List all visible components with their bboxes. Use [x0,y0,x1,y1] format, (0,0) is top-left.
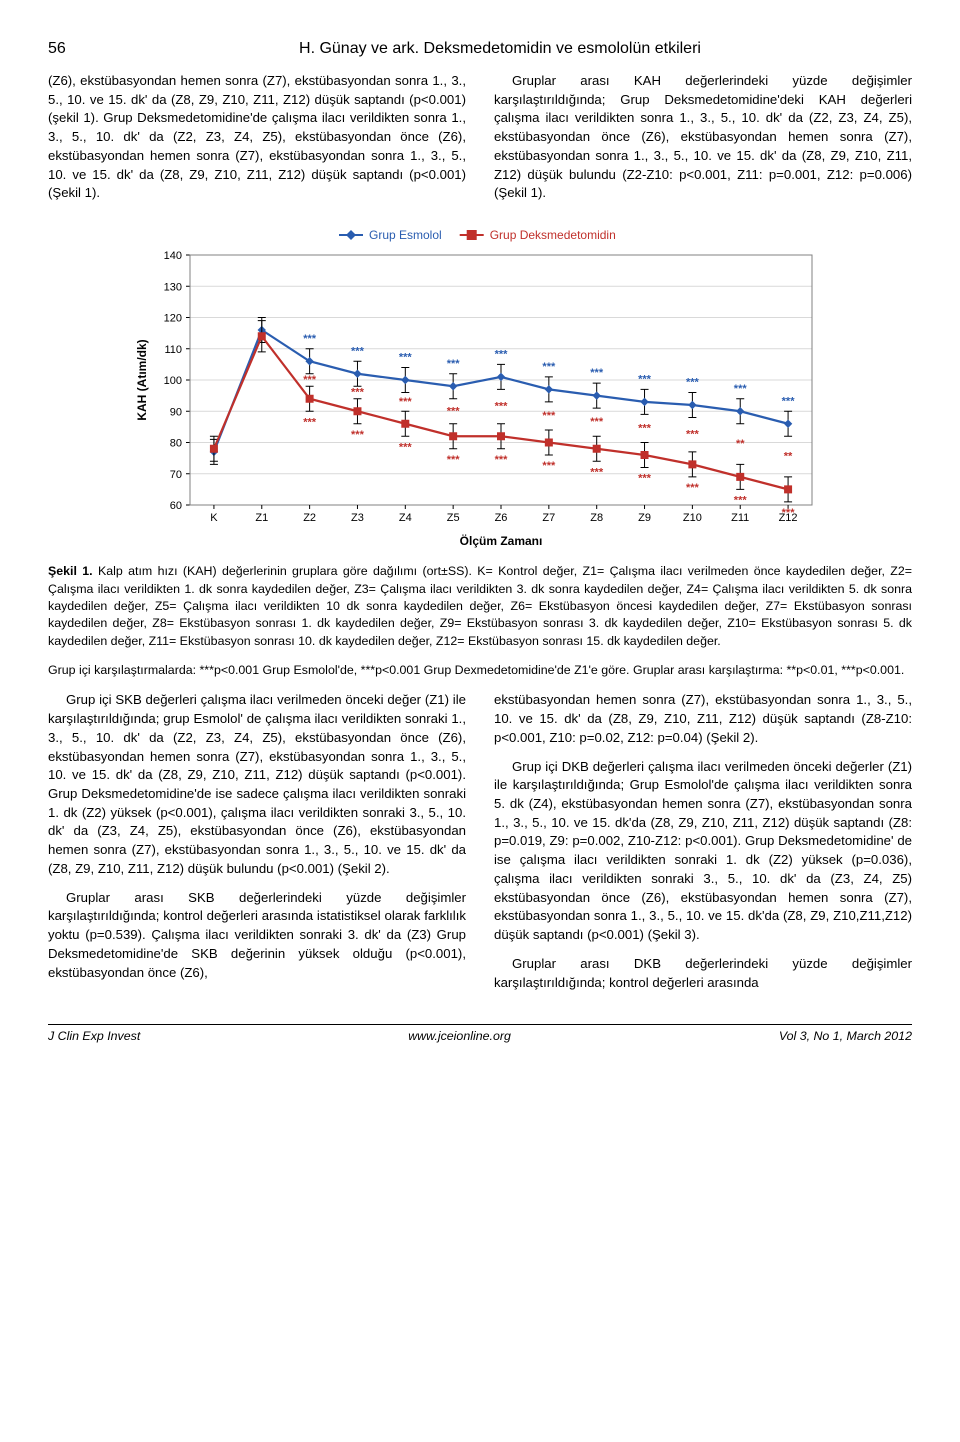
para-left-top: (Z6), ekstübasyondan hemen sonra (Z7), e… [48,72,466,203]
figure-1-caption-2: Grup içi karşılaştırmalarda: ***p<0.001 … [48,662,912,679]
svg-text:***: *** [351,387,365,399]
footer-left: J Clin Exp Invest [48,1029,140,1043]
svg-text:***: *** [351,345,365,357]
page-number: 56 [48,40,88,58]
svg-text:Ölçüm Zamanı: Ölçüm Zamanı [460,533,543,548]
para-right-b1: ekstübasyondan hemen sonra (Z7), ekstüba… [494,691,912,747]
figure-1-caption: Şekil 1. Kalp atım hızı (KAH) değerlerin… [48,563,912,650]
caption-body: Kalp atım hızı (KAH) değerlerinin grupla… [48,564,912,647]
svg-text:Z3: Z3 [351,512,364,524]
svg-text:Z6: Z6 [495,512,508,524]
svg-text:Z5: Z5 [447,512,460,524]
svg-text:60: 60 [170,500,182,512]
svg-text:***: *** [686,482,700,494]
svg-text:***: *** [447,454,461,466]
svg-text:Z9: Z9 [638,512,651,524]
svg-text:70: 70 [170,469,182,481]
svg-text:***: *** [590,466,604,478]
svg-text:***: *** [638,374,652,386]
svg-text:**: ** [784,451,793,463]
svg-text:***: *** [542,460,556,472]
svg-text:Z11: Z11 [731,512,749,524]
svg-text:***: *** [399,441,413,453]
svg-text:***: *** [542,361,556,373]
svg-text:Z10: Z10 [683,512,702,524]
svg-text:Z1: Z1 [255,512,268,524]
svg-text:***: *** [399,396,413,408]
top-columns: (Z6), ekstübasyondan hemen sonra (Z7), e… [48,72,912,213]
svg-text:***: *** [542,410,556,422]
svg-text:***: *** [447,358,461,370]
para-left-b2: Gruplar arası SKB değerlerindeki yüzde d… [48,889,466,983]
svg-text:Grup Deksmedetomidin: Grup Deksmedetomidin [490,228,616,242]
figure-1-chart: 60 70 80 90 100 110 120 130 140 K Z1 Z2 Z3 Z4 Z5 Z6 Z7 Z8… [48,221,912,551]
caption-label: Şekil 1. [48,564,93,578]
footer-right: Vol 3, No 1, March 2012 [779,1029,912,1043]
para-right-b2: Grup içi DKB değerleri çalışma ilacı ver… [494,758,912,945]
svg-text:***: *** [447,405,461,417]
svg-text:***: *** [782,395,796,407]
svg-text:***: *** [638,423,652,435]
svg-text:***: *** [495,454,509,466]
svg-text:***: *** [303,416,317,428]
para-left-b1: Grup içi SKB değerleri çalışma ilacı ver… [48,691,466,878]
svg-text:K: K [210,512,218,524]
svg-text:Grup Esmolol: Grup Esmolol [369,228,442,242]
svg-text:Z8: Z8 [590,512,603,524]
svg-text:***: *** [590,367,604,379]
svg-text:***: *** [734,383,748,395]
bottom-columns: Grup içi SKB değerleri çalışma ilacı ver… [48,691,912,1002]
svg-text:***: *** [686,429,700,441]
para-right-top: Gruplar arası KAH değerlerindeki yüzde d… [494,72,912,203]
footer-center: www.jceionline.org [408,1029,511,1043]
svg-text:***: *** [495,401,509,413]
svg-text:***: *** [495,349,509,361]
svg-text:KAH (Atım/dk): KAH (Atım/dk) [135,339,149,420]
svg-text:90: 90 [170,406,182,418]
running-head: H. Günay ve ark. Deksmedetomidin ve esmo… [88,40,912,58]
svg-text:***: *** [351,429,365,441]
svg-text:***: *** [590,416,604,428]
svg-text:***: *** [303,333,317,345]
svg-text:80: 80 [170,438,182,450]
svg-text:100: 100 [164,375,182,387]
svg-text:Z2: Z2 [303,512,316,524]
svg-text:***: *** [734,495,748,507]
para-right-b3: Gruplar arası DKB değerlerindeki yüzde d… [494,955,912,992]
svg-text:**: ** [736,438,745,450]
page-footer: J Clin Exp Invest www.jceionline.org Vol… [48,1024,912,1043]
svg-text:140: 140 [164,250,182,262]
svg-text:130: 130 [164,281,182,293]
svg-text:***: *** [303,374,317,386]
svg-text:Z7: Z7 [542,512,555,524]
svg-text:***: *** [782,507,796,519]
svg-text:Z4: Z4 [399,512,412,524]
svg-text:110: 110 [164,344,182,356]
svg-text:***: *** [399,352,413,364]
svg-text:***: *** [686,377,700,389]
svg-text:120: 120 [164,313,182,325]
svg-text:***: *** [638,473,652,485]
